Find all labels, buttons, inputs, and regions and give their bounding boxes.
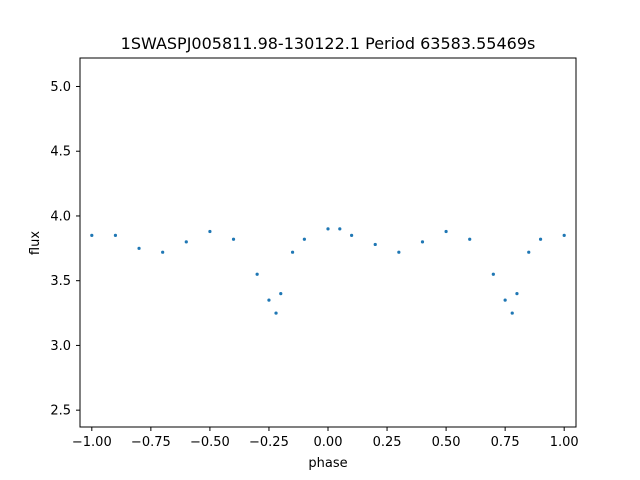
data-point bbox=[338, 227, 342, 231]
data-point bbox=[468, 237, 472, 241]
data-point bbox=[491, 272, 495, 276]
data-point bbox=[302, 237, 306, 241]
x-axis-label: phase bbox=[308, 456, 347, 471]
data-point bbox=[515, 292, 519, 296]
x-tick-label: 0.25 bbox=[373, 435, 402, 450]
x-tick-label: −0.75 bbox=[131, 435, 171, 450]
data-point bbox=[503, 298, 507, 302]
x-tick-label: 0.50 bbox=[432, 435, 461, 450]
y-tick-label: 3.5 bbox=[50, 274, 71, 289]
data-point bbox=[562, 233, 566, 237]
y-tick-label: 4.5 bbox=[50, 145, 71, 160]
data-point bbox=[326, 227, 330, 231]
data-point bbox=[279, 292, 283, 296]
data-point bbox=[90, 233, 94, 237]
data-point bbox=[420, 240, 425, 244]
x-tick-label: −1.00 bbox=[72, 435, 112, 450]
x-tick-label: −0.25 bbox=[249, 435, 289, 450]
data-point bbox=[527, 250, 531, 254]
y-axis-label: flux bbox=[28, 231, 43, 255]
data-point bbox=[208, 229, 212, 234]
data-point bbox=[444, 229, 448, 234]
data-point bbox=[274, 311, 278, 315]
data-point bbox=[510, 311, 514, 315]
data-point bbox=[373, 242, 377, 247]
x-tick-label: 0.75 bbox=[491, 435, 520, 450]
data-point bbox=[231, 237, 236, 241]
data-point bbox=[137, 246, 141, 250]
y-tick-label: 2.5 bbox=[50, 404, 71, 419]
data-point bbox=[161, 250, 165, 254]
data-point bbox=[184, 240, 188, 244]
data-point bbox=[350, 233, 354, 237]
data-point bbox=[255, 272, 259, 276]
chart-title: 1SWASPJ005811.98-130122.1 Period 63583.5… bbox=[121, 34, 536, 53]
data-point bbox=[290, 250, 295, 254]
y-tick-label: 5.0 bbox=[50, 80, 71, 95]
y-tick-label: 4.0 bbox=[50, 209, 71, 224]
data-points bbox=[90, 227, 566, 315]
x-axis-ticks: −1.00 −0.75 −0.50 −0.25 0.00 0.25 0.50 0.75 1.00 bbox=[72, 427, 579, 450]
data-point bbox=[267, 298, 271, 302]
data-point bbox=[113, 233, 118, 237]
x-tick-label: 1.00 bbox=[550, 435, 579, 450]
data-point bbox=[538, 237, 543, 241]
data-point bbox=[397, 250, 401, 254]
y-tick-label: 3.0 bbox=[50, 339, 71, 354]
x-tick-label: 0.00 bbox=[314, 435, 343, 450]
y-axis-ticks: 2.5 3.0 3.5 4.0 4.5 5.0 bbox=[50, 80, 80, 419]
x-tick-label: −0.50 bbox=[190, 435, 230, 450]
